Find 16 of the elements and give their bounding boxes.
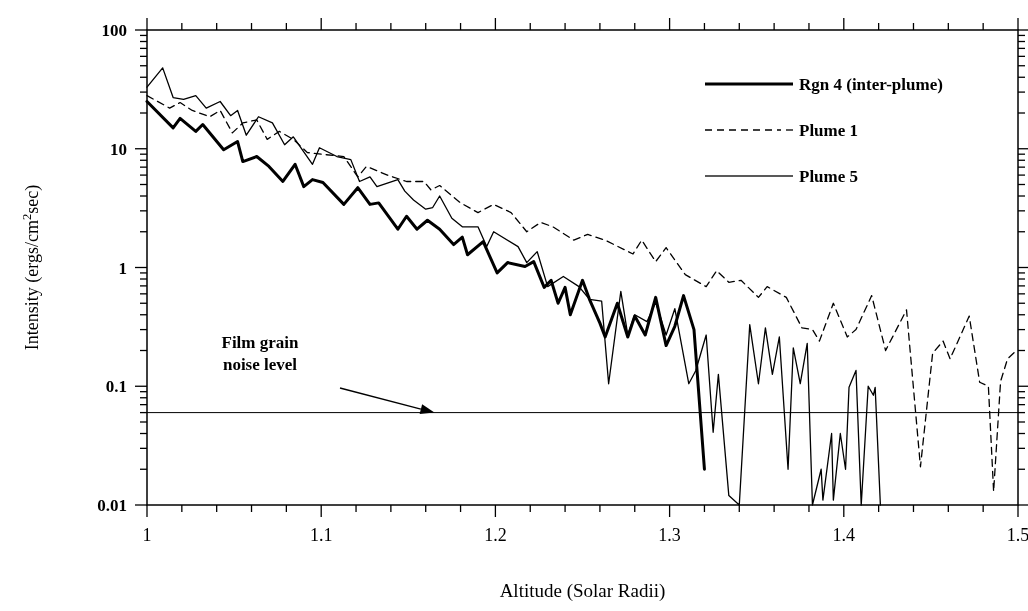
x-tick-label: 1.1 bbox=[309, 525, 333, 545]
legend-label: Plume 5 bbox=[799, 167, 859, 186]
legend-label: Plume 1 bbox=[799, 121, 859, 140]
y-tick-label: 1 bbox=[118, 258, 127, 278]
ref-line-label: Film grain noise level bbox=[221, 333, 300, 374]
y-tick-label: 10 bbox=[110, 139, 127, 159]
y-tick-label: 0.1 bbox=[105, 377, 127, 397]
y-tick-label: 0.01 bbox=[97, 496, 127, 515]
x-tick-label: 1.4 bbox=[832, 525, 856, 545]
y-tick-label: 100 bbox=[101, 21, 127, 40]
x-tick-label: 1 bbox=[142, 525, 152, 545]
legend-label: Rgn 4 (inter-plume) bbox=[799, 75, 943, 94]
x-tick-label: 1.2 bbox=[484, 525, 507, 545]
x-axis-title: Altitude (Solar Radii) bbox=[499, 580, 666, 602]
x-tick-label: 1.5 bbox=[1006, 525, 1028, 545]
x-tick-label: 1.3 bbox=[658, 525, 681, 545]
